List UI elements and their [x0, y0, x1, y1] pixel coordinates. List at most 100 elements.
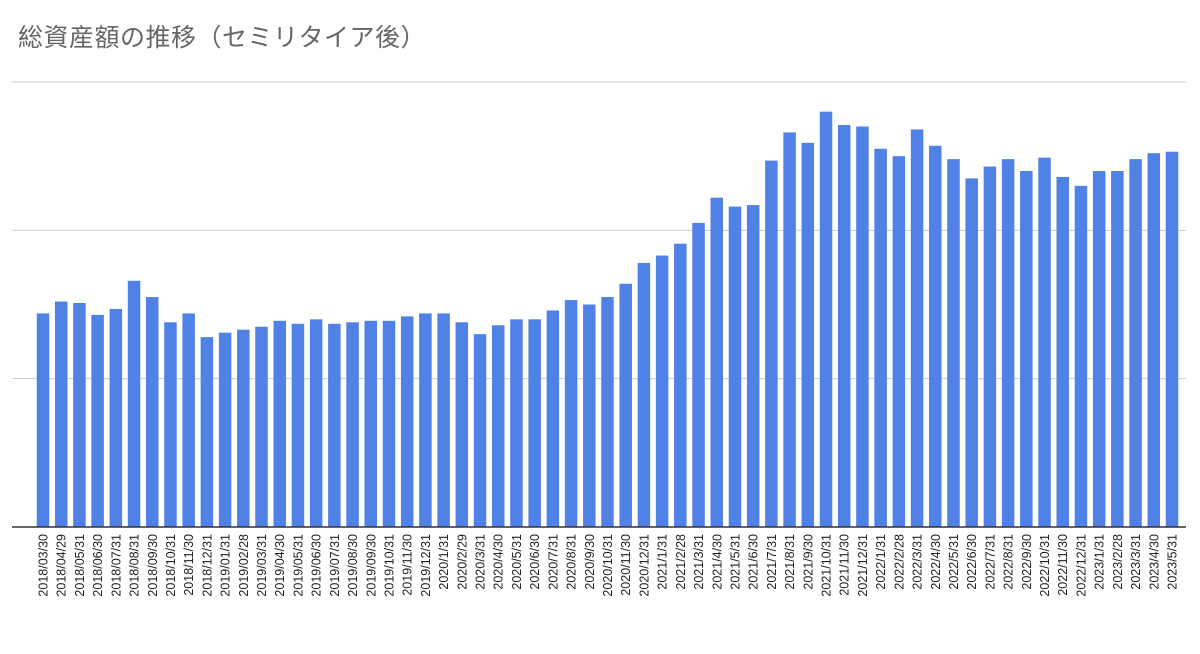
x-tick-label: 2018/05/31 — [73, 534, 87, 597]
bar-2021/1/31 — [655, 255, 669, 528]
bar-2022/8/31 — [1001, 159, 1015, 527]
x-tick-label: 2020/8/31 — [565, 534, 579, 590]
bar-2023/2/28 — [1111, 171, 1124, 527]
bar-2020/2/29 — [455, 322, 469, 527]
bar-2022/2/28 — [892, 156, 906, 527]
x-tick-label: 2021/10/31 — [820, 534, 834, 597]
bar-2021/2/28 — [674, 243, 687, 527]
bar-2018/07/31 — [109, 308, 123, 527]
x-tick-label: 2022/4/30 — [929, 534, 943, 590]
x-tick-label: 2022/11/30 — [1056, 534, 1070, 596]
bar-2021/3/31 — [692, 222, 705, 527]
x-tick-label: 2021/6/30 — [747, 534, 761, 590]
bar-2018/06/30 — [91, 314, 104, 527]
bar-2018/04/29 — [54, 301, 68, 527]
bar-2022/4/30 — [929, 145, 942, 528]
bar-2021/7/31 — [765, 160, 778, 527]
x-tick-label: 2018/10/31 — [164, 534, 178, 597]
bar-2022/5/31 — [947, 159, 960, 527]
x-tick-label: 2020/7/31 — [546, 534, 560, 590]
bar-2019/05/31 — [291, 323, 305, 527]
x-tick-label: 2020/4/30 — [492, 534, 506, 590]
x-tick-label: 2021/11/30 — [838, 534, 852, 596]
bar-2019/10/31 — [382, 320, 396, 527]
bar-2021/4/30 — [710, 197, 724, 527]
x-tick-label: 2020/5/31 — [510, 534, 524, 590]
x-tick-label: 2023/1/31 — [1093, 534, 1107, 590]
x-tick-label: 2021/4/30 — [710, 534, 724, 590]
x-tick-label: 2021/7/31 — [765, 534, 779, 590]
chart-title: 総資産額の推移（セミリタイア後） — [18, 23, 427, 52]
bar-2020/4/30 — [491, 325, 505, 527]
bar-2018/08/31 — [127, 280, 141, 527]
x-tick-label: 2023/3/31 — [1129, 534, 1143, 590]
x-tick-label: 2019/08/30 — [346, 534, 360, 597]
bar-2019/12/31 — [419, 313, 432, 527]
x-tick-label: 2018/08/31 — [128, 534, 142, 597]
bar-2023/5/31 — [1165, 151, 1179, 527]
bar-2022/9/30 — [1020, 171, 1033, 527]
x-tick-label: 2021/5/31 — [728, 534, 742, 590]
bar-2020/5/31 — [510, 319, 523, 527]
bar-2019/09/30 — [364, 320, 378, 527]
x-tick-label: 2020/6/30 — [528, 534, 542, 590]
bar-2018/09/30 — [146, 297, 159, 527]
bar-2021/6/30 — [746, 205, 760, 527]
x-tick-label: 2019/04/30 — [273, 534, 287, 597]
x-tick-label: 2020/2/29 — [455, 534, 469, 590]
x-tick-label: 2018/12/31 — [200, 534, 214, 597]
bar-2019/07/31 — [328, 323, 341, 527]
bar-2018/11/30 — [182, 313, 195, 527]
bar-2022/1/31 — [874, 148, 887, 527]
bar-2019/06/30 — [309, 319, 323, 527]
bar-2021/9/30 — [801, 142, 815, 528]
x-tick-label: 2019/11/30 — [401, 534, 415, 596]
bar-2019/03/31 — [255, 326, 268, 527]
bar-2021/5/31 — [728, 206, 742, 527]
bar-2021/12/31 — [856, 126, 869, 527]
bar-2022/11/30 — [1056, 176, 1069, 527]
bars — [36, 111, 1179, 528]
bar-2022/12/31 — [1074, 185, 1088, 528]
x-tick-label: 2018/07/31 — [109, 534, 123, 597]
x-tick-label: 2022/3/31 — [911, 534, 925, 590]
x-tick-label: 2018/06/30 — [91, 534, 105, 597]
bar-2020/12/31 — [637, 262, 651, 527]
bar-2020/6/30 — [528, 319, 541, 527]
bar-2022/7/31 — [983, 166, 997, 528]
x-tick-label: 2022/6/30 — [965, 534, 979, 590]
bar-2022/10/31 — [1038, 157, 1051, 527]
x-tick-label: 2019/02/28 — [237, 534, 251, 597]
x-tick-label: 2022/1/31 — [874, 534, 888, 590]
x-tick-label: 2022/2/28 — [892, 534, 906, 590]
x-tick-label: 2022/5/31 — [947, 534, 961, 590]
x-tick-label: 2021/12/31 — [856, 534, 870, 597]
x-tick-label: 2020/12/31 — [637, 534, 651, 597]
bar-2023/1/31 — [1092, 171, 1106, 527]
bar-2020/11/30 — [619, 283, 632, 527]
bar-2020/10/31 — [601, 297, 614, 527]
bar-2018/12/31 — [200, 337, 214, 527]
bar-2019/02/28 — [237, 329, 250, 527]
bar-2021/11/30 — [837, 125, 851, 528]
x-tick-label: 2018/03/30 — [37, 534, 51, 597]
x-tick-label: 2022/8/31 — [1002, 534, 1016, 590]
bar-2019/04/30 — [273, 320, 286, 527]
x-tick-label: 2022/10/31 — [1038, 534, 1052, 597]
bar-2020/3/31 — [473, 334, 487, 527]
x-tick-label: 2022/7/31 — [983, 534, 997, 590]
x-tick-label: 2023/5/31 — [1166, 534, 1180, 590]
x-tick-label: 2021/1/31 — [656, 534, 670, 590]
x-tick-label: 2019/03/31 — [255, 534, 269, 597]
bar-2021/10/31 — [819, 111, 833, 528]
x-tick-label: 2019/05/31 — [291, 534, 305, 597]
x-tick-label: 2019/10/31 — [382, 534, 396, 597]
x-tick-label: 2019/06/30 — [310, 534, 324, 597]
x-tick-label: 2021/3/31 — [692, 534, 706, 590]
x-tick-label: 2018/04/29 — [55, 534, 69, 597]
bar-2020/7/31 — [546, 310, 560, 527]
x-tick-label: 2020/11/30 — [619, 534, 633, 596]
bar-2019/01/31 — [218, 332, 232, 527]
bar-2018/10/31 — [164, 322, 177, 527]
x-tick-label: 2023/4/30 — [1147, 534, 1161, 590]
